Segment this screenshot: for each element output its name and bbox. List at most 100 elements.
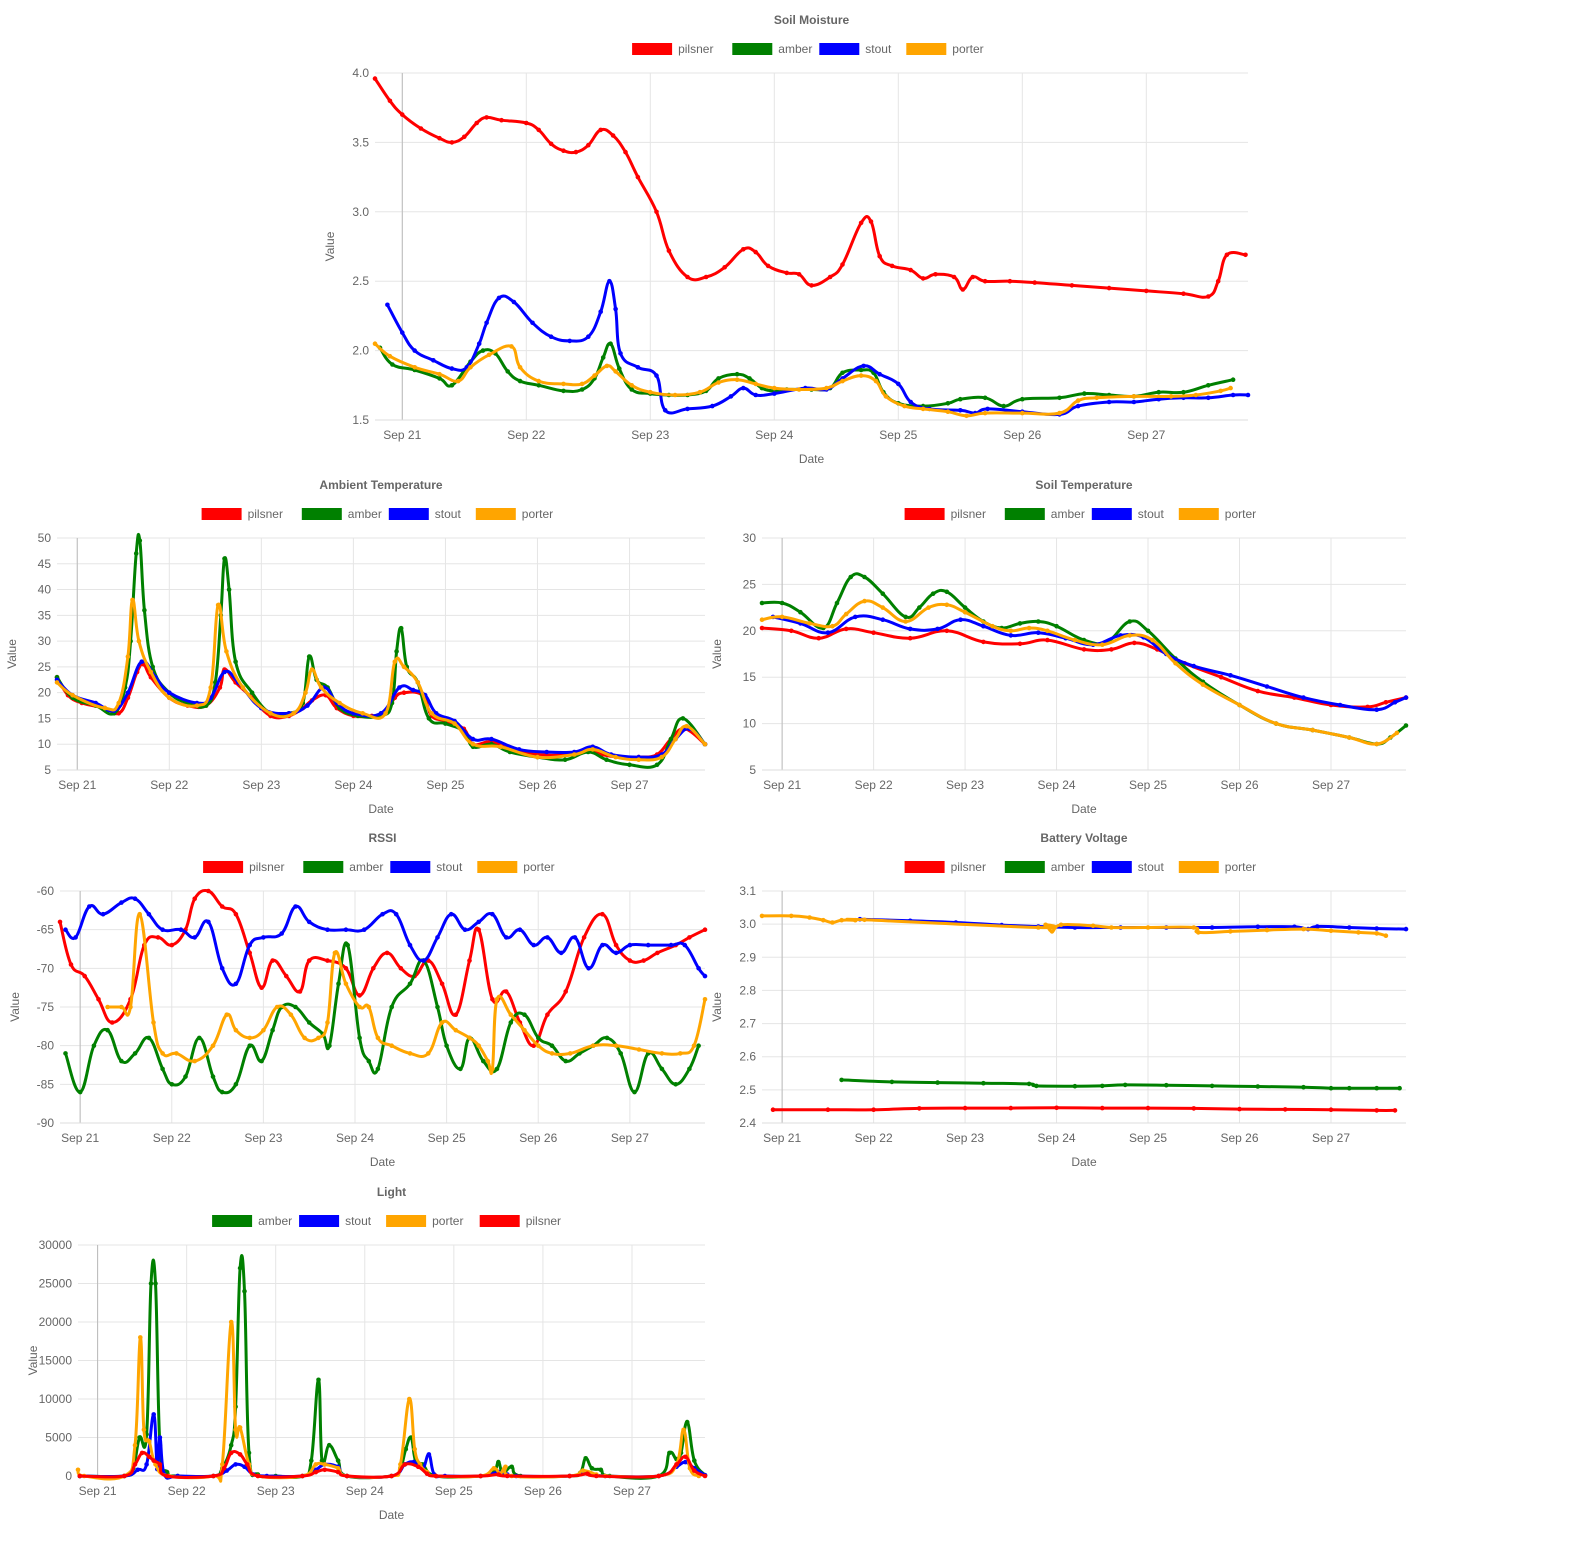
data-point[interactable]	[132, 1442, 138, 1448]
data-point[interactable]	[608, 341, 613, 347]
data-point[interactable]	[830, 920, 835, 925]
data-point[interactable]	[444, 1043, 449, 1048]
data-point[interactable]	[484, 320, 489, 326]
legend-item-pilsner[interactable]: pilsner	[904, 507, 986, 521]
data-point[interactable]	[412, 365, 417, 370]
data-point[interactable]	[684, 1419, 690, 1425]
data-point[interactable]	[567, 338, 572, 344]
data-point[interactable]	[146, 1439, 152, 1444]
data-point[interactable]	[125, 654, 131, 659]
data-point[interactable]	[313, 1469, 319, 1475]
data-point[interactable]	[139, 659, 144, 664]
data-point[interactable]	[318, 685, 324, 690]
legend-item-porter[interactable]: porter	[475, 507, 553, 521]
data-point[interactable]	[945, 409, 951, 415]
data-point[interactable]	[237, 1265, 243, 1271]
data-point[interactable]	[1144, 288, 1149, 294]
data-point[interactable]	[990, 623, 995, 629]
data-point[interactable]	[590, 1043, 596, 1048]
data-point[interactable]	[604, 1035, 610, 1041]
data-point[interactable]	[1209, 1083, 1215, 1089]
data-point[interactable]	[119, 1058, 124, 1064]
data-point[interactable]	[641, 958, 646, 963]
data-point[interactable]	[371, 966, 376, 971]
data-point[interactable]	[1017, 641, 1023, 647]
data-point[interactable]	[607, 278, 612, 284]
data-point[interactable]	[692, 1458, 697, 1463]
data-point[interactable]	[394, 649, 399, 654]
data-point[interactable]	[772, 391, 777, 396]
data-point[interactable]	[119, 1004, 124, 1010]
data-point[interactable]	[1045, 637, 1050, 643]
data-point[interactable]	[448, 911, 454, 917]
data-point[interactable]	[623, 149, 628, 155]
data-point[interactable]	[387, 353, 393, 359]
data-point[interactable]	[249, 690, 255, 695]
data-point[interactable]	[544, 749, 549, 755]
data-point[interactable]	[668, 942, 674, 948]
data-point[interactable]	[443, 721, 448, 726]
data-point[interactable]	[563, 1058, 568, 1064]
data-point[interactable]	[453, 1027, 459, 1033]
data-point[interactable]	[467, 1035, 472, 1041]
data-point[interactable]	[303, 690, 308, 695]
data-point[interactable]	[228, 1442, 234, 1448]
data-point[interactable]	[594, 1473, 599, 1479]
data-point[interactable]	[485, 1058, 491, 1064]
data-point[interactable]	[1008, 1105, 1014, 1111]
data-point[interactable]	[309, 1458, 314, 1463]
data-point[interactable]	[839, 1077, 844, 1083]
data-point[interactable]	[498, 744, 504, 750]
data-point[interactable]	[678, 1051, 683, 1056]
data-point[interactable]	[668, 736, 674, 742]
data-point[interactable]	[600, 911, 605, 917]
data-point[interactable]	[789, 628, 794, 634]
data-point[interactable]	[415, 680, 421, 685]
data-point[interactable]	[82, 973, 87, 979]
data-point[interactable]	[592, 373, 597, 378]
data-point[interactable]	[431, 358, 436, 363]
data-point[interactable]	[1301, 926, 1306, 932]
data-point[interactable]	[228, 1319, 234, 1325]
legend-item-pilsner[interactable]: pilsner	[203, 860, 284, 874]
legend-item-stout[interactable]: stout	[1091, 860, 1165, 874]
legend-item-pilsner[interactable]: pilsner	[904, 860, 986, 874]
data-point[interactable]	[1215, 278, 1221, 284]
data-point[interactable]	[1036, 630, 1041, 635]
data-point[interactable]	[279, 931, 285, 936]
data-point[interactable]	[834, 600, 840, 606]
data-point[interactable]	[536, 1043, 541, 1048]
data-point[interactable]	[393, 911, 399, 917]
data-point[interactable]	[796, 272, 802, 277]
data-point[interactable]	[873, 378, 879, 384]
data-point[interactable]	[917, 605, 922, 610]
data-point[interactable]	[1206, 383, 1211, 388]
data-point[interactable]	[536, 1035, 541, 1041]
data-point[interactable]	[128, 1004, 133, 1010]
data-point[interactable]	[1156, 389, 1161, 395]
data-point[interactable]	[692, 1468, 697, 1473]
data-point[interactable]	[219, 966, 225, 971]
data-point[interactable]	[297, 989, 303, 994]
data-point[interactable]	[1181, 291, 1186, 297]
data-point[interactable]	[765, 263, 771, 269]
data-point[interactable]	[1106, 399, 1112, 405]
data-point[interactable]	[270, 1027, 275, 1033]
data-point[interactable]	[613, 306, 618, 312]
data-point[interactable]	[480, 348, 486, 353]
data-point[interactable]	[164, 1473, 170, 1479]
data-point[interactable]	[1168, 394, 1174, 399]
data-point[interactable]	[221, 1466, 227, 1471]
data-point[interactable]	[490, 911, 495, 917]
data-point[interactable]	[407, 981, 413, 987]
data-point[interactable]	[784, 270, 789, 276]
data-point[interactable]	[360, 711, 365, 716]
data-point[interactable]	[635, 174, 641, 180]
data-point[interactable]	[151, 1458, 156, 1463]
data-point[interactable]	[1122, 1082, 1128, 1088]
data-point[interactable]	[545, 1012, 550, 1017]
data-point[interactable]	[1310, 727, 1315, 733]
data-point[interactable]	[618, 1051, 623, 1056]
legend-item-porter[interactable]: porter	[906, 42, 984, 56]
data-point[interactable]	[1209, 925, 1215, 930]
